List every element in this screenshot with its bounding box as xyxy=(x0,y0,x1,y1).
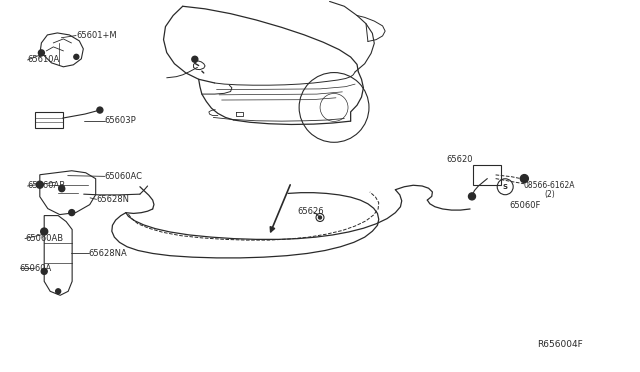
Circle shape xyxy=(468,193,476,200)
Text: 65601+M: 65601+M xyxy=(76,31,116,40)
Text: 65060AB: 65060AB xyxy=(25,234,63,243)
Text: 65060A: 65060A xyxy=(20,264,52,273)
Circle shape xyxy=(192,56,198,62)
Circle shape xyxy=(97,107,103,113)
Bar xyxy=(35,112,63,128)
Circle shape xyxy=(41,268,47,275)
Text: 65626: 65626 xyxy=(297,208,324,217)
Circle shape xyxy=(36,181,44,188)
Text: R656004F: R656004F xyxy=(537,340,583,349)
Text: 65060AB: 65060AB xyxy=(28,182,66,190)
Text: S: S xyxy=(502,184,508,190)
Text: 65620: 65620 xyxy=(447,155,473,164)
Circle shape xyxy=(41,228,48,235)
Circle shape xyxy=(59,186,65,192)
Text: 08566-6162A: 08566-6162A xyxy=(523,182,575,190)
Text: (2): (2) xyxy=(545,190,556,199)
Bar xyxy=(474,165,501,185)
Text: 65628NA: 65628NA xyxy=(89,249,127,258)
Circle shape xyxy=(520,174,529,183)
Text: 65060AC: 65060AC xyxy=(105,172,143,181)
Circle shape xyxy=(74,54,79,60)
Text: 65610A: 65610A xyxy=(28,55,60,64)
Text: 65603P: 65603P xyxy=(105,116,136,125)
Circle shape xyxy=(56,289,61,294)
Circle shape xyxy=(38,50,44,56)
Circle shape xyxy=(68,209,75,216)
Text: 65628N: 65628N xyxy=(97,195,129,204)
Circle shape xyxy=(319,216,321,219)
Text: 65060F: 65060F xyxy=(509,201,540,210)
